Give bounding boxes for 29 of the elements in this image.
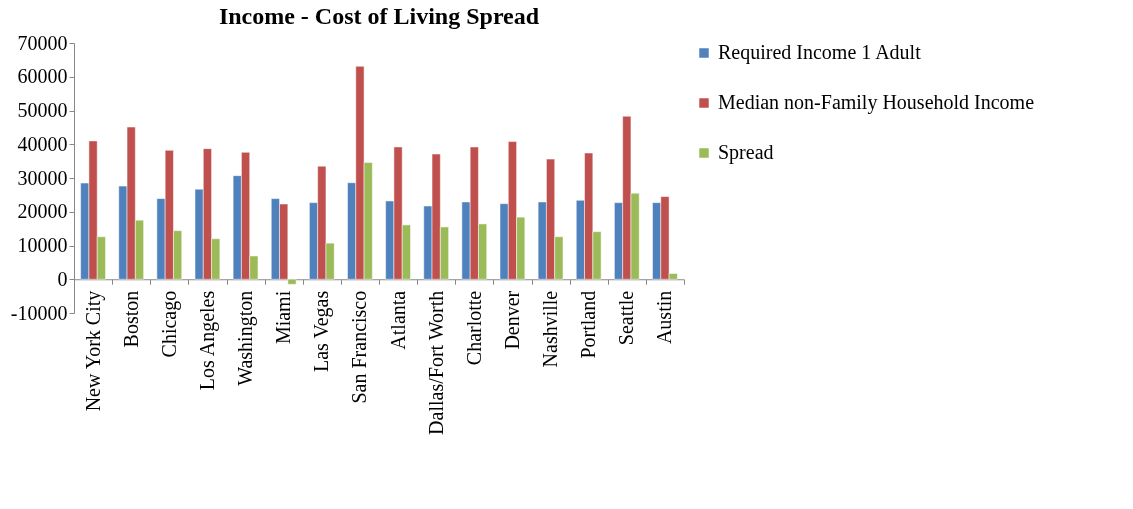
- x-tick-label: Denver: [500, 290, 523, 350]
- legend-label: Required Income 1 Adult: [718, 41, 922, 64]
- y-tick-label: 40000: [17, 132, 68, 155]
- x-tick-label: Dallas/Fort Worth: [424, 290, 447, 435]
- x-tick-label: New York City: [81, 290, 105, 412]
- y-tick-label: 70000: [17, 31, 68, 54]
- x-tick-label: Portland: [577, 290, 600, 359]
- x-tick-label: Atlanta: [386, 290, 409, 350]
- x-tick-label: Nashville: [539, 290, 562, 368]
- y-tick-label: 30000: [17, 166, 68, 189]
- y-tick-label: 50000: [17, 99, 68, 121]
- legend-label: Median non-Family Household Income: [718, 91, 1035, 114]
- legend-label: Spread: [718, 141, 774, 164]
- x-tick-label: Charlotte: [462, 290, 485, 366]
- y-tick-label: -10000: [10, 301, 68, 324]
- y-tick-label: 10000: [17, 234, 68, 256]
- x-tick-label: Austin: [653, 290, 676, 345]
- chart-title: Income - Cost of Living Spread: [218, 3, 540, 29]
- x-tick-label: Boston: [119, 290, 142, 348]
- x-tick-label: Los Angeles: [195, 290, 219, 391]
- y-tick-label: 0: [57, 267, 68, 290]
- x-tick-label: San Francisco: [348, 290, 371, 404]
- x-tick-label: Miami: [272, 290, 295, 345]
- y-tick-label: 60000: [17, 65, 68, 88]
- x-tick-label: Washington: [234, 290, 258, 386]
- x-tick-label: Seattle: [615, 290, 638, 346]
- x-tick-label: Chicago: [157, 290, 181, 358]
- y-tick-label: 20000: [17, 200, 68, 223]
- x-tick-label: Las Vegas: [310, 290, 334, 373]
